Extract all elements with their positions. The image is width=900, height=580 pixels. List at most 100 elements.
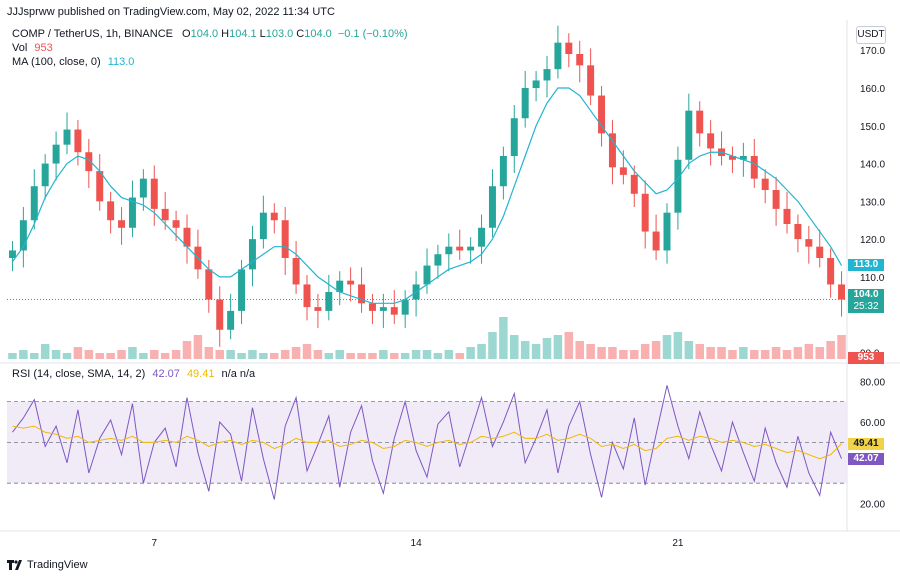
candle-body: [554, 42, 562, 70]
symbol-label[interactable]: COMP / TetherUS, 1h, BINANCE: [12, 28, 173, 40]
volume-bar: [215, 350, 224, 359]
volume-label[interactable]: Vol: [12, 42, 28, 54]
volume-bar: [488, 332, 497, 359]
candle-body: [390, 307, 398, 315]
volume-bar: [411, 350, 421, 359]
time-tick-label: 21: [672, 538, 684, 549]
volume-bar: [455, 353, 464, 359]
volume-bar: [695, 344, 704, 359]
ma-label[interactable]: MA (100, close, 0): [12, 56, 101, 68]
volume-bar: [706, 347, 715, 359]
rsi-sma-tag: 49.41: [848, 438, 884, 450]
volume-bar: [433, 353, 443, 359]
candle-body: [19, 220, 27, 251]
volume-bar: [815, 347, 824, 359]
volume-bar: [542, 338, 552, 359]
volume-bar: [117, 350, 126, 359]
volume-bar: [728, 350, 737, 359]
volume-bar: [62, 353, 72, 359]
volume-bar: [466, 347, 475, 359]
ohlc-key: C: [296, 28, 305, 40]
rsi-na-values: n/a n/a: [221, 368, 256, 380]
candle-body: [85, 152, 93, 172]
rsi-value: 42.07: [152, 368, 180, 380]
candle-body: [107, 201, 115, 221]
volume-bar: [302, 344, 312, 359]
candle-body: [608, 133, 616, 168]
candle-body: [118, 220, 126, 228]
candle-body: [358, 284, 366, 304]
candle-body: [401, 299, 409, 315]
price-tick-label: 150.0: [860, 122, 885, 133]
volume-bar: [804, 344, 814, 359]
candle-body: [325, 292, 333, 311]
volume-bar: [259, 353, 268, 359]
last-price-value: 104.0: [853, 289, 879, 300]
candle-body: [728, 156, 736, 160]
candle-body: [478, 227, 486, 247]
ma-legend: MA (100, close, 0) 113.0: [12, 56, 134, 68]
candle-body: [423, 265, 431, 285]
volume-bar: [586, 344, 595, 359]
candle-body: [685, 110, 693, 160]
candle-body: [292, 258, 300, 285]
rsi-line: [12, 385, 843, 500]
price-tick-label: 140.0: [860, 160, 885, 171]
volume-bar: [270, 353, 279, 359]
volume-legend: Vol 953: [12, 42, 53, 54]
candle-body: [379, 307, 387, 311]
price-tick-label: 170.0: [860, 46, 885, 57]
candle-body: [248, 239, 256, 270]
volume-bar: [520, 341, 530, 359]
candle-body: [8, 250, 16, 258]
volume-bar: [150, 350, 159, 359]
footer-brand[interactable]: TradingView: [7, 559, 88, 571]
volume-bar: [531, 344, 541, 359]
candle-body: [96, 171, 104, 202]
candle-body: [259, 212, 267, 240]
volume-bar: [575, 341, 584, 359]
candle-body: [543, 69, 551, 81]
rsi-tick-label: 80.00: [860, 377, 885, 388]
candle-body: [587, 65, 595, 96]
candle-body: [816, 246, 824, 258]
rsi-sma-line: [12, 425, 842, 460]
candle-body: [488, 186, 496, 228]
candle-body: [445, 246, 453, 255]
currency-button[interactable]: USDT: [856, 26, 886, 44]
volume-bar: [553, 335, 563, 359]
candle-body: [172, 220, 180, 228]
candle-body: [227, 310, 235, 330]
candle-body: [74, 129, 82, 153]
candle-body: [739, 156, 747, 160]
volume-bar: [662, 335, 672, 359]
volume-bar: [597, 347, 606, 359]
rsi-tick-label: 20.00: [860, 500, 885, 511]
candle-body: [216, 299, 224, 330]
volume-bar: [379, 350, 388, 359]
volume-bar: [40, 344, 50, 359]
candle-body: [128, 197, 136, 228]
footer-brand-text: TradingView: [27, 559, 88, 571]
volume-bar: [422, 350, 432, 359]
candle-body: [30, 186, 38, 221]
volume-bar: [30, 353, 39, 359]
volume-bar: [673, 332, 683, 359]
candle-body: [641, 193, 649, 232]
ohlc-value: 103.0: [265, 28, 294, 40]
time-tick-label: 7: [151, 538, 157, 549]
volume-bar: [237, 353, 246, 359]
volume-bar: [357, 353, 366, 359]
volume-bar: [477, 344, 486, 359]
volume-bar: [280, 350, 290, 359]
volume-bar: [171, 350, 181, 359]
volume-bar: [368, 353, 377, 359]
rsi-tick-label: 60.00: [860, 418, 885, 429]
time-tick-label: 14: [411, 538, 423, 549]
volume-bar: [826, 341, 835, 359]
bar-countdown: 25:32: [853, 301, 879, 312]
candle-body: [347, 280, 355, 285]
rsi-label[interactable]: RSI (14, close, SMA, 14, 2): [12, 368, 146, 380]
main-legend: COMP / TetherUS, 1h, BINANCE O104.0 H104.…: [12, 28, 411, 40]
